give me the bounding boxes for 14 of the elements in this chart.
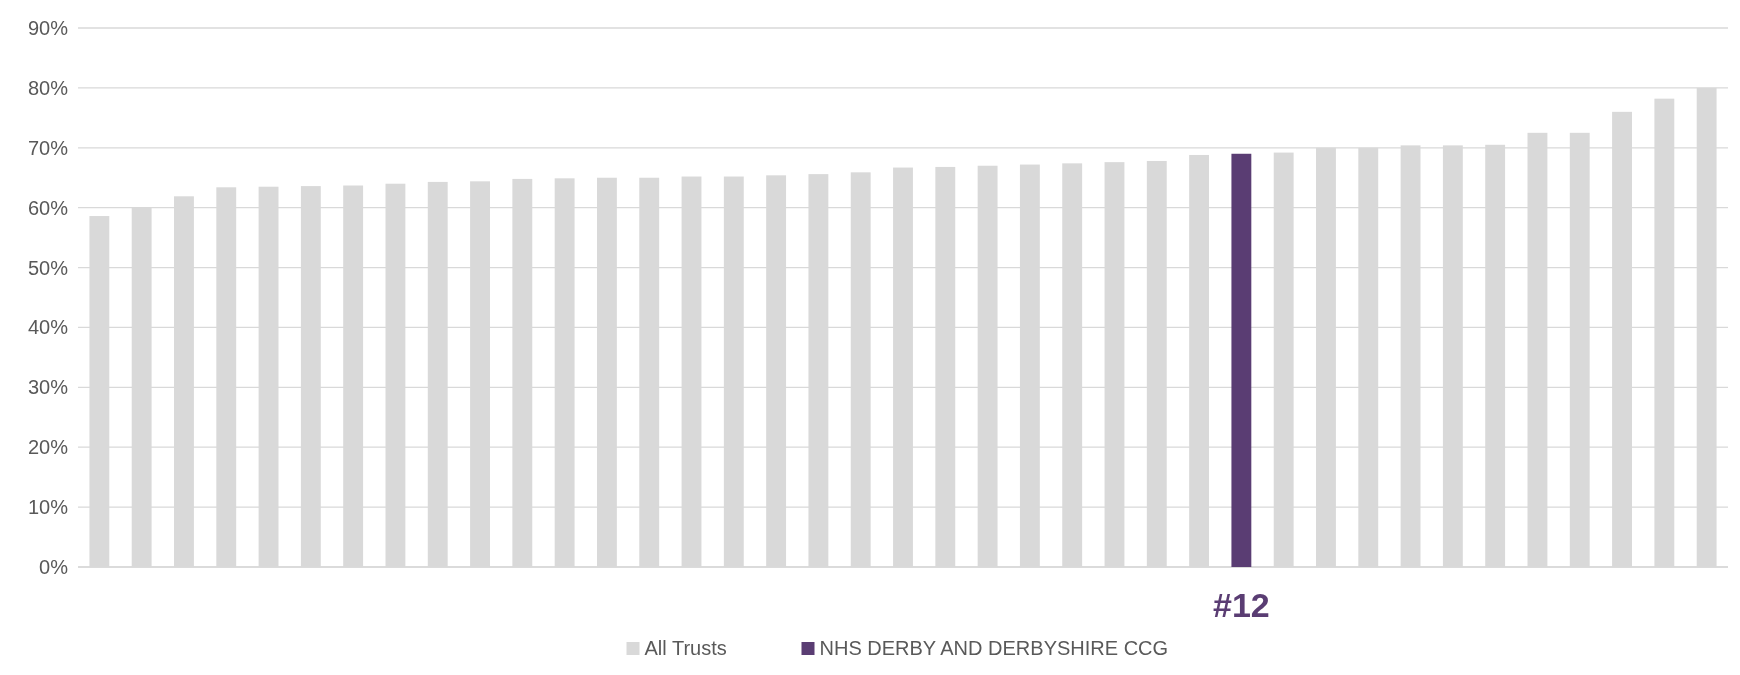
y-tick-label: 40% — [27, 316, 69, 339]
y-tick-label: 50% — [27, 256, 69, 279]
legend-label: All Trusts — [644, 637, 727, 659]
y-tick-label: 20% — [27, 436, 69, 459]
legend-label: NHS DERBY AND DERBYSHIRE CCG — [819, 637, 1169, 659]
y-tick-label: 80% — [27, 76, 69, 99]
text: #12 — [1213, 586, 1270, 624]
bar — [1231, 153, 1252, 567]
y-tick-label: 60% — [27, 196, 69, 219]
y-tick-label: 30% — [27, 376, 69, 399]
y-tick-label: 70% — [27, 136, 69, 159]
y-tick-label: 0% — [39, 556, 69, 578]
y-tick-label: 90% — [27, 17, 69, 39]
y-tick-label: 10% — [27, 496, 69, 519]
